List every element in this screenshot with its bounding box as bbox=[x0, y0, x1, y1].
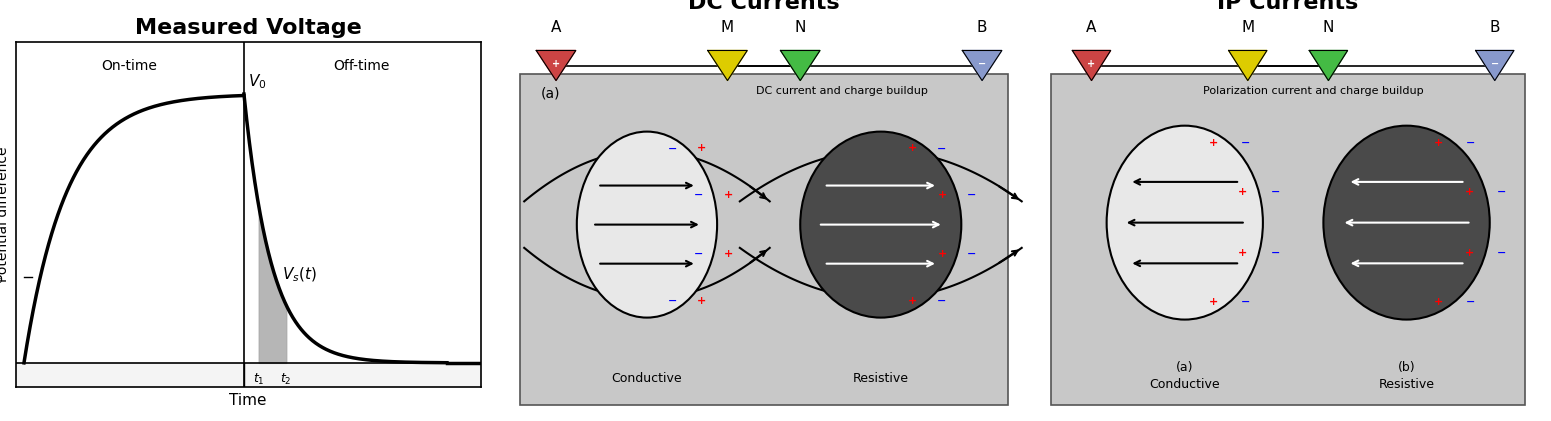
Title: IP Currents: IP Currents bbox=[1218, 0, 1359, 13]
Text: B: B bbox=[1489, 20, 1500, 35]
Text: +: + bbox=[696, 296, 706, 306]
Text: +: + bbox=[938, 190, 948, 200]
Text: (a): (a) bbox=[1176, 360, 1194, 373]
Text: M: M bbox=[1241, 20, 1255, 35]
Text: −: − bbox=[1241, 138, 1250, 148]
Text: −: − bbox=[968, 190, 977, 200]
Polygon shape bbox=[537, 51, 575, 80]
Polygon shape bbox=[1228, 51, 1267, 80]
Text: −: − bbox=[668, 296, 678, 306]
Text: +: + bbox=[1238, 248, 1247, 258]
Text: +: + bbox=[723, 190, 732, 200]
Text: (b): (b) bbox=[1397, 360, 1416, 373]
Text: Resistive: Resistive bbox=[1379, 378, 1435, 391]
Text: On-time: On-time bbox=[101, 59, 157, 73]
Polygon shape bbox=[1072, 51, 1111, 80]
Text: −: − bbox=[1466, 138, 1475, 148]
Polygon shape bbox=[962, 51, 1002, 80]
Text: Polarization current and charge buildup: Polarization current and charge buildup bbox=[1204, 86, 1424, 96]
Text: −: − bbox=[695, 190, 704, 200]
Text: $V_s(t)$: $V_s(t)$ bbox=[282, 265, 316, 283]
Text: +: + bbox=[1208, 138, 1218, 148]
Text: −: − bbox=[937, 144, 946, 153]
Text: Conductive: Conductive bbox=[611, 373, 682, 386]
Text: +: + bbox=[1433, 138, 1442, 148]
Text: A: A bbox=[1086, 20, 1097, 35]
Text: Off-time: Off-time bbox=[333, 59, 389, 73]
Text: −: − bbox=[1491, 59, 1498, 69]
Text: −: − bbox=[968, 249, 977, 259]
Text: −: − bbox=[1497, 248, 1506, 258]
Text: M: M bbox=[721, 20, 734, 35]
Text: Resistive: Resistive bbox=[853, 373, 909, 386]
Text: −: − bbox=[979, 59, 986, 69]
Bar bbox=[16, 363, 481, 387]
Polygon shape bbox=[707, 51, 748, 80]
Title: DC Currents: DC Currents bbox=[689, 0, 839, 13]
Text: +: + bbox=[907, 296, 917, 306]
Text: −: − bbox=[695, 249, 704, 259]
Y-axis label: Potential difference: Potential difference bbox=[0, 147, 9, 282]
Text: −: − bbox=[1466, 297, 1475, 307]
Text: −: − bbox=[1241, 297, 1250, 307]
Ellipse shape bbox=[1107, 126, 1263, 320]
Polygon shape bbox=[1309, 51, 1348, 80]
Text: $t_1$: $t_1$ bbox=[253, 372, 265, 387]
Text: N: N bbox=[794, 20, 807, 35]
Text: N: N bbox=[1323, 20, 1334, 35]
Text: −: − bbox=[668, 144, 678, 153]
Text: +: + bbox=[696, 144, 706, 153]
Text: +: + bbox=[1087, 59, 1095, 69]
Polygon shape bbox=[780, 51, 820, 80]
Text: B: B bbox=[977, 20, 988, 35]
Text: +: + bbox=[1433, 297, 1442, 307]
Text: +: + bbox=[1464, 187, 1473, 197]
Text: +: + bbox=[552, 59, 560, 69]
Text: +: + bbox=[1208, 297, 1218, 307]
Text: A: A bbox=[551, 20, 561, 35]
Ellipse shape bbox=[1323, 126, 1491, 320]
Text: −: − bbox=[1270, 187, 1280, 197]
Polygon shape bbox=[1475, 51, 1514, 80]
X-axis label: Time: Time bbox=[230, 393, 267, 408]
Text: +: + bbox=[1238, 187, 1247, 197]
Text: −: − bbox=[937, 296, 946, 306]
Text: $t_2$: $t_2$ bbox=[281, 372, 292, 387]
Text: Conductive: Conductive bbox=[1149, 378, 1221, 391]
Ellipse shape bbox=[800, 132, 962, 317]
Text: +: + bbox=[938, 249, 948, 259]
Text: −: − bbox=[1497, 187, 1506, 197]
FancyBboxPatch shape bbox=[520, 74, 1008, 405]
Text: +: + bbox=[723, 249, 732, 259]
Text: −: − bbox=[1270, 248, 1280, 258]
Text: DC current and charge buildup: DC current and charge buildup bbox=[755, 86, 927, 96]
Text: $V_\infty$: $V_\infty$ bbox=[0, 269, 3, 285]
Text: +: + bbox=[907, 144, 917, 153]
Ellipse shape bbox=[577, 132, 717, 317]
Text: +: + bbox=[1464, 248, 1473, 258]
Title: Measured Voltage: Measured Voltage bbox=[135, 18, 361, 38]
FancyBboxPatch shape bbox=[1052, 74, 1525, 405]
Text: (a): (a) bbox=[540, 86, 560, 100]
Text: $V_0$: $V_0$ bbox=[248, 72, 267, 91]
